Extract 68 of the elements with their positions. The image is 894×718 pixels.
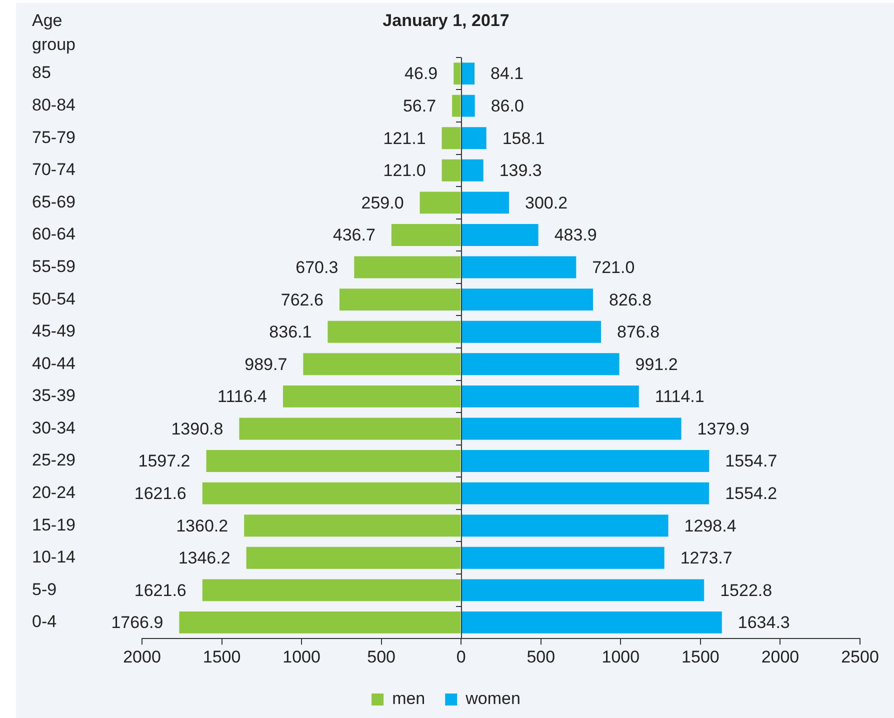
x-tick-label: 2000 [761,647,800,666]
y-tick-label: 5-9 [32,580,57,599]
y-axis-title: Age group [32,11,76,54]
data-label: 1390.8 [171,419,224,438]
legend-label: men [392,689,426,708]
data-label: 1346.2 [178,548,230,568]
x-tick-label: 500 [367,647,396,666]
data-label: 1360.2 [176,516,228,536]
data-label: 826.8 [609,290,652,310]
data-label: 1116.4 [218,387,267,406]
x-tick-label: 2000 [123,647,161,666]
data-label: 121.0 [383,161,426,180]
data-label: 670.3 [296,258,338,277]
chart-title: January 1, 2017 [382,10,510,30]
y-tick-label: 0-4 [32,612,57,632]
data-label: 46.9 [404,64,438,84]
data-label: 1522.8 [720,580,772,600]
x-tick-label: 0 [456,647,466,666]
data-label: 721.0 [592,258,635,277]
y-tick-label: 70-74 [32,160,76,180]
data-label: 121.1 [383,128,426,148]
y-tick-label: 25-29 [32,450,76,470]
y-tick-label: 55-59 [32,256,76,276]
y-tick-label: 10-14 [32,548,76,567]
x-tick-label: 500 [526,647,556,666]
x-tick-label: 1000 [282,647,320,666]
data-label: 86.0 [490,96,524,116]
y-tick-label: 35-39 [32,386,76,406]
x-tick-label: 1000 [602,647,640,666]
y-tick-label: 65-69 [32,192,76,212]
data-label: 1634.3 [738,613,790,632]
data-label: 139.3 [499,161,542,180]
data-label: 1298.4 [684,516,736,536]
data-label: 1554.7 [725,452,778,471]
data-label: 483.9 [554,226,597,245]
y-tick-label: 50-54 [32,289,76,308]
x-tick-label: 1500 [202,647,241,666]
x-tick-label: 2500 [841,647,879,666]
data-label: 1114.1 [654,387,704,406]
y-tick-label: 80-84 [32,96,76,115]
y-tick-label: 60-64 [32,224,76,244]
data-label: 1554.2 [725,484,778,503]
y-tick-label: 85 [32,63,51,82]
data-label: 1597.2 [138,452,190,471]
y-tick-label: 40-44 [32,354,76,373]
data-label: 876.8 [617,322,660,342]
data-label: 158.1 [502,128,545,148]
data-label: 1273.7 [680,548,732,568]
data-label: 259.0 [361,193,404,212]
data-label: 989.7 [244,354,288,374]
data-label: 1766.9 [111,613,164,632]
y-tick-label: 15-19 [32,515,76,534]
y-tick-label: 45-49 [32,322,76,341]
data-label: 1379.9 [697,419,750,438]
legend-label: women [464,689,520,708]
data-label: 1621.6 [134,580,186,600]
data-label: 300.2 [525,193,568,212]
data-label: 1621.6 [134,484,186,503]
data-label: 436.7 [332,226,376,245]
x-tick-label: 1500 [682,647,720,666]
data-label: 991.2 [635,354,678,374]
data-label: 84.1 [490,64,524,84]
data-label: 56.7 [402,96,436,116]
y-tick-label: 20-24 [32,482,76,502]
data-label: 836.1 [269,322,312,342]
data-label: 762.6 [280,290,324,310]
y-tick-label: 30-34 [32,418,76,438]
y-tick-label: 75-79 [32,128,76,147]
